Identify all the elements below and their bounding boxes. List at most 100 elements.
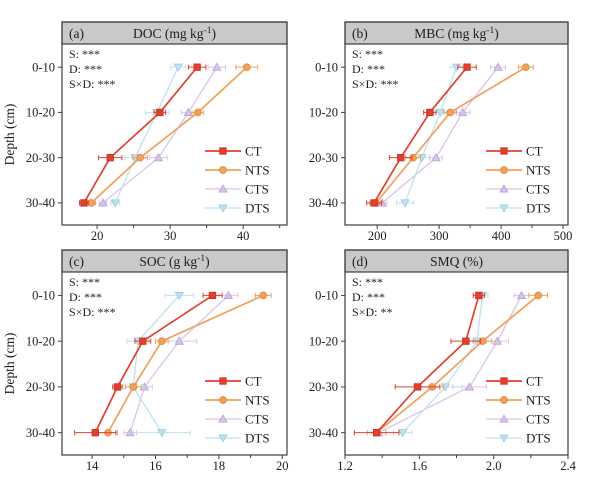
legend-entry-NTS: NTS — [205, 163, 270, 178]
x-tick-label: 14 — [86, 459, 99, 473]
y-tick-label: 20-30 — [309, 380, 338, 394]
legend-entry-CTS: CTS — [486, 182, 550, 197]
triangle-down-marker — [157, 429, 167, 438]
legend-label: CTS — [526, 412, 550, 427]
y-tick-label: 20-30 — [26, 380, 55, 394]
series-line — [378, 295, 523, 434]
square-marker — [219, 377, 227, 385]
legend-entry-NTS: NTS — [205, 393, 270, 408]
square-marker — [462, 337, 470, 345]
triangle-up-marker — [98, 198, 108, 207]
triangle-down-marker — [435, 108, 446, 118]
circle-marker — [136, 153, 145, 162]
plot-frame — [61, 21, 288, 226]
series-line — [402, 295, 484, 434]
series-NTS — [86, 63, 259, 207]
y-tick-label: 10-20 — [26, 106, 55, 120]
significance-annotation: S×D: *** — [352, 77, 398, 91]
square-marker — [463, 63, 471, 71]
panel-title: DOC (mg kg-1) — [133, 26, 216, 41]
circle-marker — [219, 166, 227, 174]
legend-entry-DTS: DTS — [205, 201, 270, 216]
y-tick-label: 20-30 — [309, 151, 338, 165]
significance-annotation: S: *** — [352, 47, 383, 61]
series-CTS — [98, 62, 227, 207]
series-CT — [79, 63, 207, 207]
square-marker — [139, 337, 147, 345]
legend-entry-CT: CT — [205, 144, 262, 159]
legend-entry-CT: CT — [486, 374, 543, 389]
triangle-up-marker — [174, 336, 185, 345]
legend-entry-NTS: NTS — [486, 393, 551, 408]
legend: CT NTS CTS DTS — [205, 374, 270, 446]
square-marker — [500, 377, 508, 385]
square-marker — [219, 147, 227, 155]
circle-marker — [446, 108, 455, 117]
series-CT — [353, 291, 485, 437]
plot-frame — [344, 21, 569, 226]
legend: CT NTS CTS DTS — [486, 374, 551, 446]
triangle-up-marker — [183, 107, 194, 116]
circle-marker — [534, 291, 543, 300]
legend-entry-CTS: CTS — [205, 412, 269, 427]
triangle-up-marker — [223, 290, 234, 299]
x-tick-label: 30 — [164, 229, 177, 240]
series-NTS — [366, 291, 549, 437]
panel-c-soc-chart: (c) SOC (g kg-1) S: ***D: ***S×D: *** 0-10 1… — [2, 249, 288, 473]
triangle-up-marker — [516, 290, 527, 299]
series-line — [90, 66, 248, 204]
legend-label: NTS — [526, 393, 551, 408]
square-marker — [426, 108, 434, 117]
panel-title: SOC (g kg-1) — [139, 254, 209, 269]
series-DTS — [110, 63, 186, 208]
series-line — [129, 294, 229, 433]
square-marker — [475, 291, 483, 300]
x-tick-label: 40 — [237, 229, 250, 240]
legend-label: CTS — [526, 182, 550, 197]
significance-annotation: D: *** — [69, 290, 102, 304]
square-marker — [80, 199, 88, 207]
panel-title: MBC (mg kg-1) — [414, 26, 498, 41]
legend-entry-DTS: DTS — [486, 201, 551, 216]
legend-entry-CT: CT — [205, 374, 262, 389]
legend-label: CT — [245, 374, 262, 389]
significance-annotation: S: *** — [69, 275, 100, 289]
triangle-up-marker — [153, 152, 164, 162]
y-tick-label: 0-10 — [32, 289, 55, 303]
circle-marker — [129, 383, 138, 391]
legend-label: DTS — [526, 431, 551, 446]
series-line — [373, 66, 468, 204]
x-tick-label: 20 — [91, 229, 104, 240]
panel-a-doc-chart: (a) DOC (mg kg-1) S: ***D: ***S×D: *** 0-10… — [2, 21, 288, 240]
significance-annotation: S×D: *** — [69, 77, 115, 91]
triangle-up-marker — [431, 152, 441, 162]
square-marker — [500, 147, 508, 155]
series-CT — [366, 63, 477, 207]
legend: CT NTS CTS DTS — [205, 144, 270, 216]
square-marker — [370, 199, 378, 207]
series-line — [83, 66, 198, 204]
x-tick-label: 500 — [554, 229, 573, 240]
y-tick-label: 0-10 — [315, 289, 338, 303]
triangle-down-marker — [110, 199, 121, 208]
triangle-down-marker — [174, 291, 185, 301]
y-tick-label: 10-20 — [309, 106, 338, 120]
y-tick-label: 20-30 — [26, 151, 55, 165]
y-tick-label: 10-20 — [309, 334, 338, 348]
panel-letter: (d) — [352, 254, 368, 269]
x-tick-label: 1.6 — [412, 459, 428, 473]
x-tick-label: 300 — [430, 229, 449, 240]
legend-label: NTS — [245, 163, 270, 178]
x-tick-label: 18 — [213, 459, 226, 473]
circle-marker — [259, 291, 268, 300]
legend-label: NTS — [245, 393, 270, 408]
circle-marker — [522, 63, 530, 72]
square-marker — [156, 108, 164, 117]
legend-label: CTS — [245, 412, 269, 427]
triangle-down-marker — [218, 204, 228, 213]
triangle-up-marker — [218, 414, 228, 423]
square-marker — [91, 429, 99, 437]
y-tick-label: 10-20 — [26, 334, 55, 348]
y-tick-label: 30-40 — [26, 196, 55, 210]
legend-entry-NTS: NTS — [486, 163, 551, 178]
